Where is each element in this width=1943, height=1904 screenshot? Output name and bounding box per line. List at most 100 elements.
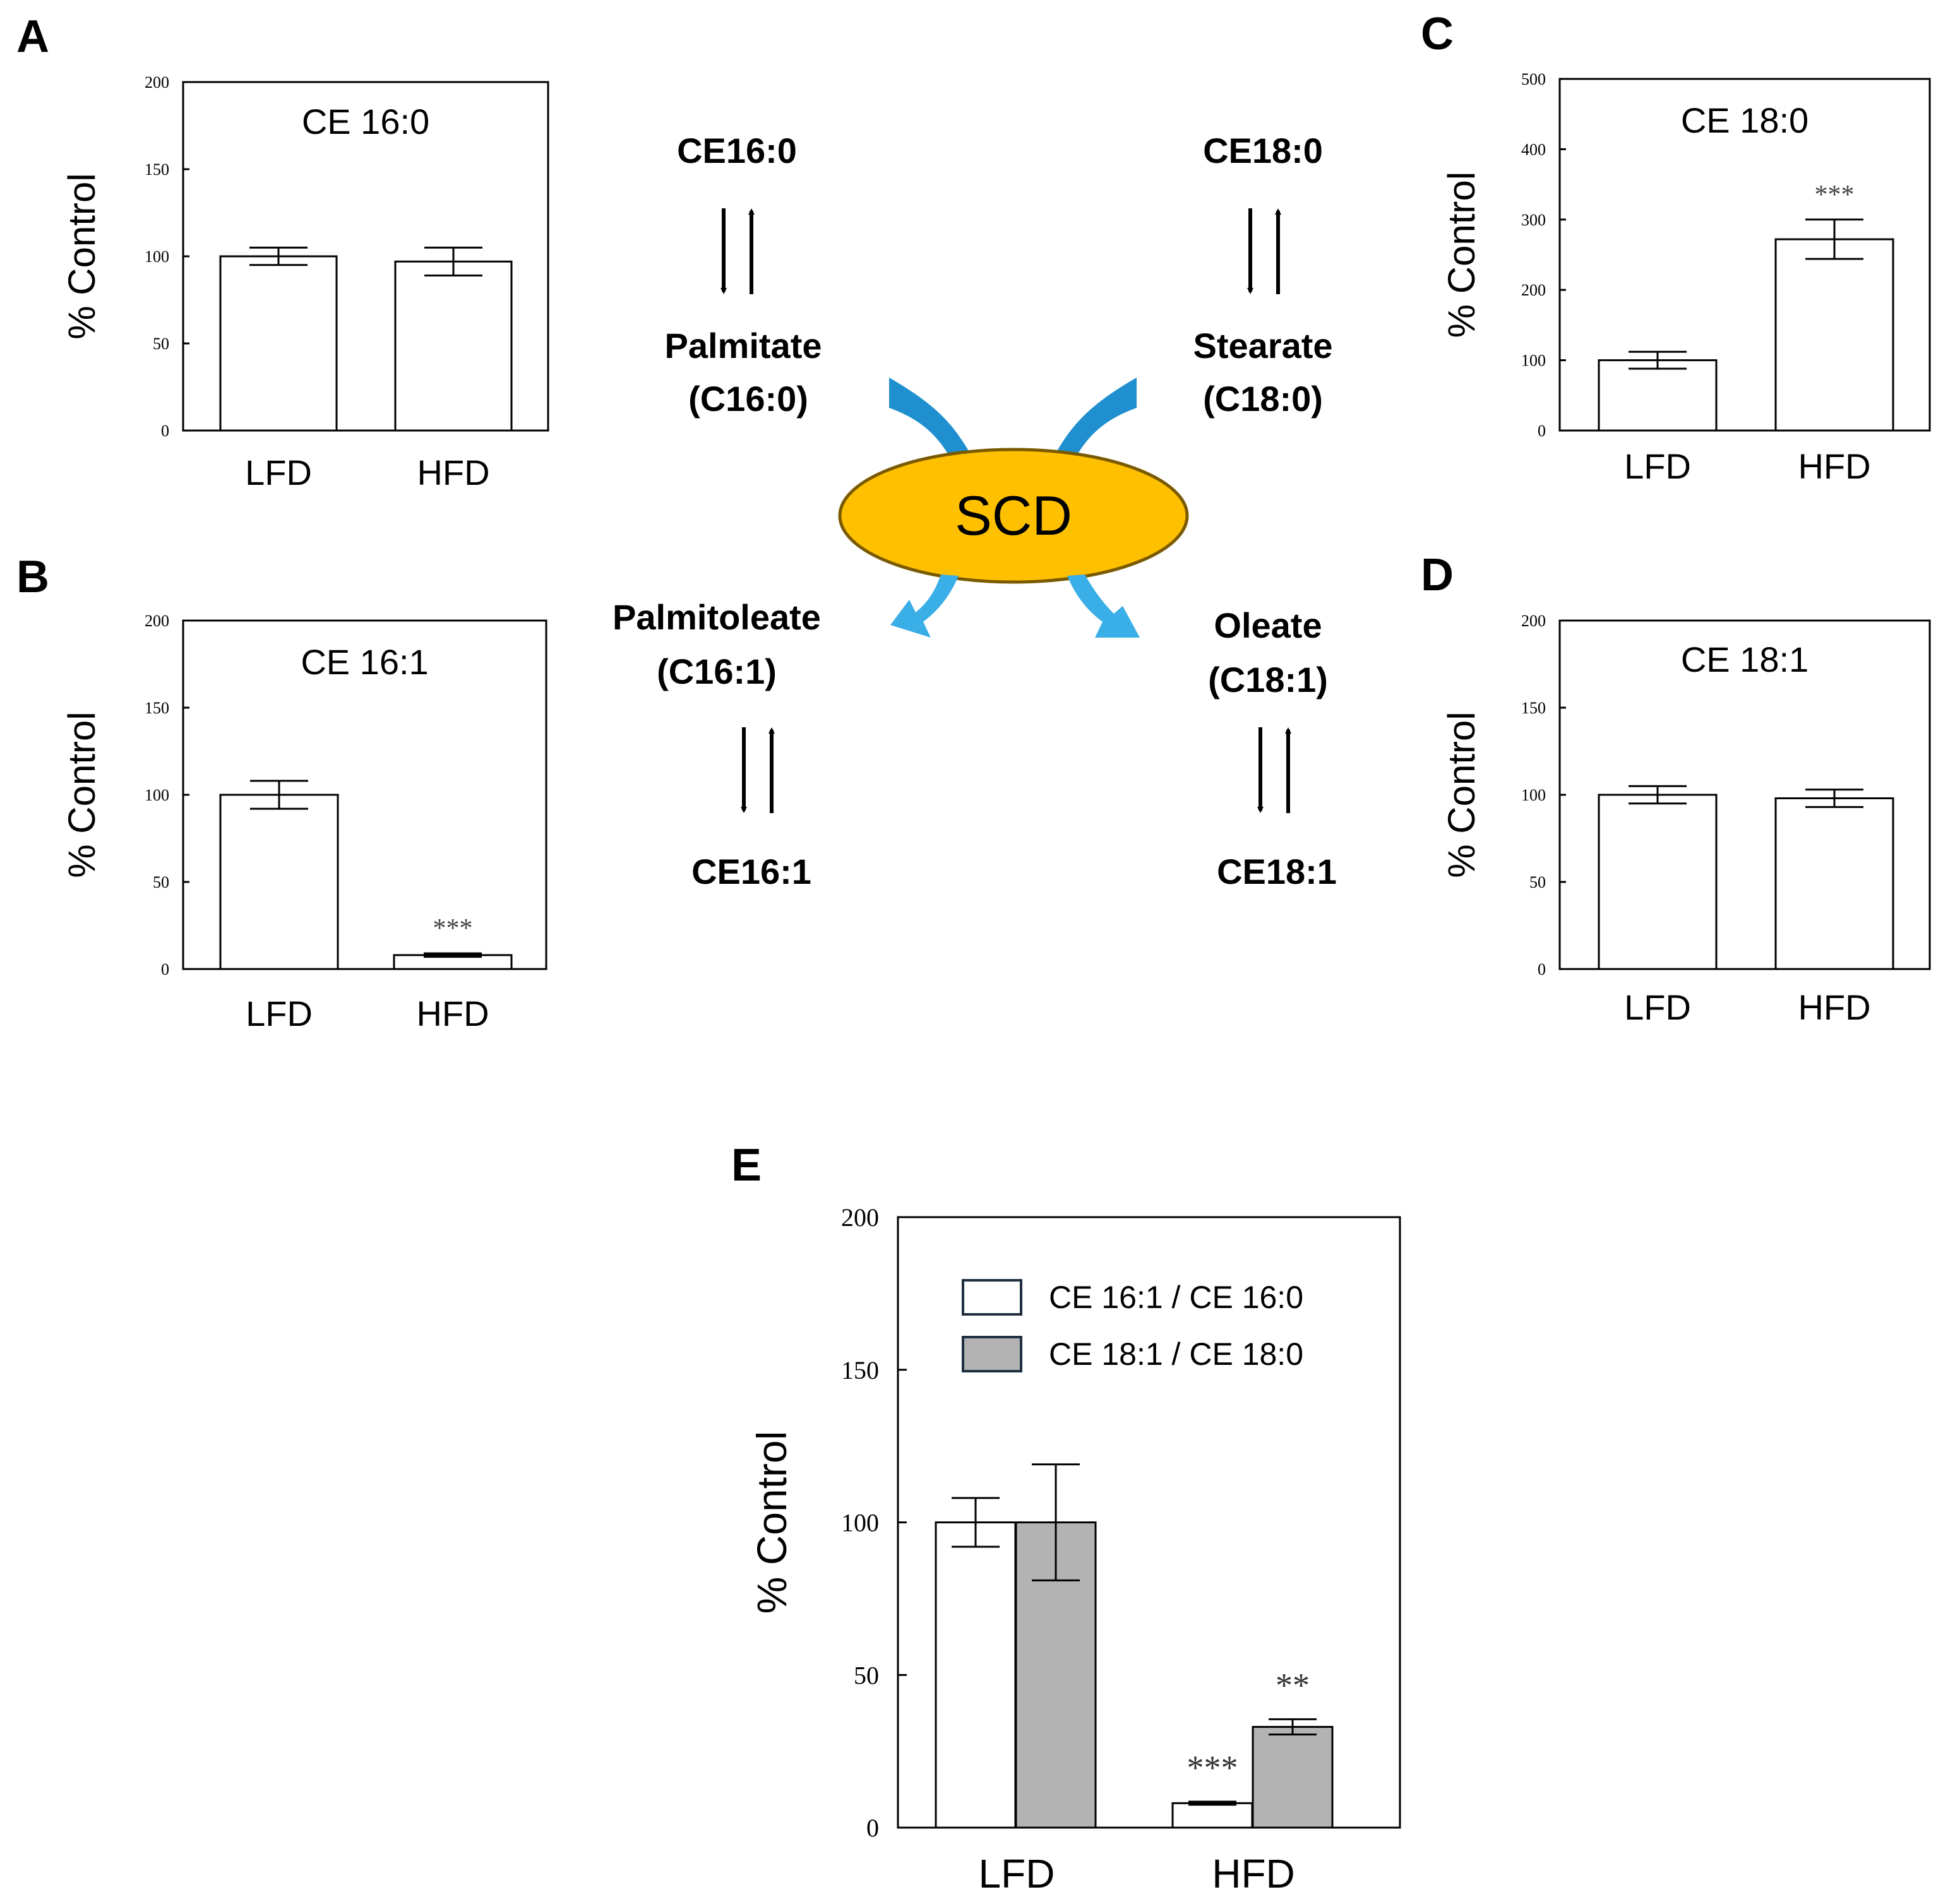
panel-letter-b: B bbox=[16, 552, 49, 602]
bar-e-hfd-s1 bbox=[1171, 1802, 1253, 1829]
bar-e-lfd-s1 bbox=[935, 1521, 1017, 1829]
bar-a-lfd bbox=[219, 255, 338, 432]
category-label-d-lfd: LFD bbox=[1624, 987, 1691, 1027]
y-tick-label-b-200: 200 bbox=[145, 612, 169, 630]
error-bar-e-lfd-s1 bbox=[952, 1497, 1000, 1548]
scd-enzyme bbox=[838, 448, 1189, 584]
legend-e: CE 16:1 / CE 16:0 CE 18:1 / CE 18:0 bbox=[962, 1279, 1303, 1372]
y-tick-label-a-100: 100 bbox=[145, 247, 169, 266]
category-label-e-lfd: LFD bbox=[979, 1851, 1055, 1896]
y-tick-label-d-100: 100 bbox=[1521, 786, 1546, 804]
chart-title-a: CE 16:0 bbox=[302, 102, 429, 141]
y-tick-label-c-100: 100 bbox=[1521, 352, 1546, 370]
y-tick-label-e-50: 50 bbox=[854, 1661, 879, 1689]
y-tick-label-b-100: 100 bbox=[145, 786, 169, 804]
error-bar-c-lfd bbox=[1629, 350, 1687, 370]
scd-pathway-diagram: CE16:0 CE18:0 Palmitate (C16:0) Stearate… bbox=[613, 131, 1337, 891]
y-tick-label-e-100: 100 bbox=[841, 1509, 879, 1537]
chart-title-b: CE 16:1 bbox=[301, 642, 428, 682]
label-palmitoleate-formula: (C16:1) bbox=[657, 652, 777, 691]
y-axis-label-a: % Control bbox=[61, 173, 103, 339]
legend-label-2: CE 18:1 / CE 18:0 bbox=[1049, 1336, 1303, 1372]
y-tick-label-d-200: 200 bbox=[1521, 612, 1546, 630]
chart-panel-a: 0 50 100 150 200 % Control CE 16:0 LFD HFD bbox=[61, 73, 549, 492]
chart-panel-b: 0 50 100 150 200 % Control CE 16:1 LFD *** HFD bbox=[61, 612, 547, 1033]
panel-letter-d: D bbox=[1421, 550, 1454, 600]
panel-letter-a: A bbox=[16, 11, 49, 62]
y-tick-label-e-200: 200 bbox=[841, 1203, 879, 1232]
bar-d-lfd bbox=[1598, 794, 1718, 970]
bar-a-hfd bbox=[394, 260, 513, 432]
significance-e-hfd-s1: *** bbox=[1187, 1749, 1238, 1787]
bar-b-lfd bbox=[219, 794, 339, 970]
category-label-c-hfd: HFD bbox=[1798, 446, 1870, 486]
bar-d-hfd bbox=[1774, 797, 1894, 970]
chart-panel-c: 0 100 200 300 400 500 % Control CE 18:0 LFD *** HF… bbox=[1440, 70, 1931, 486]
bar-e-hfd-s2 bbox=[1252, 1725, 1334, 1829]
category-label-b-lfd: LFD bbox=[246, 994, 313, 1033]
error-bar-a-lfd bbox=[249, 246, 308, 266]
y-tick-label-d-150: 150 bbox=[1521, 699, 1546, 717]
y-tick-label-d-0: 0 bbox=[1538, 960, 1546, 979]
y-axis-label-d: % Control bbox=[1440, 711, 1483, 878]
category-label-e-hfd: HFD bbox=[1212, 1851, 1295, 1896]
panel-letter-e: E bbox=[731, 1140, 762, 1191]
bar-c-hfd bbox=[1774, 238, 1894, 432]
error-bar-d-hfd bbox=[1805, 788, 1863, 808]
label-ce160: CE16:0 bbox=[677, 131, 797, 170]
chart-title-c: CE 18:0 bbox=[1681, 100, 1808, 140]
y-tick-label-d-50: 50 bbox=[1529, 873, 1546, 891]
significance-c-hfd: *** bbox=[1815, 181, 1855, 210]
label-stearate-formula: (C18:0) bbox=[1203, 379, 1323, 419]
label-palmitoleate: Palmitoleate bbox=[613, 597, 821, 637]
y-tick-label-c-500: 500 bbox=[1521, 70, 1546, 88]
plot-frame-c bbox=[1558, 78, 1931, 432]
error-bar-d-lfd bbox=[1629, 785, 1687, 805]
label-stearate: Stearate bbox=[1193, 326, 1332, 366]
bar-c-lfd bbox=[1598, 359, 1718, 432]
error-bar-e-hfd-s1 bbox=[1188, 1800, 1236, 1806]
equilibrium-arrows-ce181 bbox=[1257, 727, 1291, 813]
y-tick-label-c-300: 300 bbox=[1521, 211, 1546, 229]
arrow-scd-to-palmitoleate bbox=[890, 574, 959, 638]
y-tick-label-e-150: 150 bbox=[841, 1356, 879, 1384]
error-bar-c-hfd bbox=[1805, 218, 1863, 260]
error-bar-e-lfd-s2 bbox=[1032, 1463, 1080, 1581]
category-label-b-hfd: HFD bbox=[416, 994, 489, 1033]
y-tick-label-a-0: 0 bbox=[161, 422, 169, 440]
y-axis-label-c: % Control bbox=[1440, 172, 1483, 338]
y-tick-label-e-0: 0 bbox=[866, 1814, 879, 1842]
label-ce180: CE18:0 bbox=[1203, 131, 1323, 170]
legend-swatch-1 bbox=[962, 1279, 1022, 1316]
category-label-a-lfd: LFD bbox=[245, 453, 312, 492]
category-label-c-lfd: LFD bbox=[1624, 446, 1691, 486]
y-tick-label-b-0: 0 bbox=[161, 960, 169, 979]
y-axis-label-e: % Control bbox=[748, 1431, 795, 1614]
error-bar-b-lfd bbox=[250, 780, 308, 810]
y-tick-label-a-150: 150 bbox=[145, 160, 169, 179]
arrow-scd-to-oleate bbox=[1067, 574, 1140, 638]
category-label-a-hfd: HFD bbox=[417, 453, 489, 492]
y-axis-label-b: % Control bbox=[61, 711, 103, 878]
error-bar-a-hfd bbox=[424, 246, 482, 277]
y-tick-label-c-200: 200 bbox=[1521, 281, 1546, 299]
chart-panel-d: 0 50 100 150 200 % Control CE 18:1 LFD HFD bbox=[1440, 612, 1931, 1027]
y-tick-label-b-50: 50 bbox=[153, 873, 169, 891]
label-palmitate-formula: (C16:0) bbox=[688, 379, 808, 419]
y-tick-label-c-0: 0 bbox=[1538, 422, 1546, 440]
label-ce181: CE18:1 bbox=[1217, 852, 1337, 891]
legend-swatch-2 bbox=[962, 1336, 1022, 1372]
panel-letter-c: C bbox=[1421, 9, 1454, 59]
y-tick-label-a-50: 50 bbox=[153, 335, 169, 353]
chart-title-d: CE 18:1 bbox=[1681, 640, 1808, 679]
equilibrium-arrows-ce161 bbox=[741, 727, 775, 813]
label-palmitate: Palmitate bbox=[665, 326, 822, 366]
category-label-d-hfd: HFD bbox=[1798, 987, 1870, 1027]
y-tick-label-c-400: 400 bbox=[1521, 140, 1546, 158]
arrow-stearate-to-scd bbox=[1053, 378, 1137, 461]
significance-e-hfd-s2: ** bbox=[1276, 1666, 1310, 1704]
equilibrium-arrows-ce180 bbox=[1247, 208, 1281, 294]
significance-b-hfd: *** bbox=[433, 914, 473, 943]
